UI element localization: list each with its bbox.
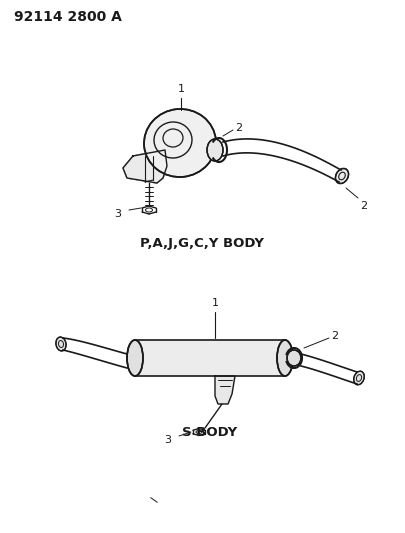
Polygon shape [123, 150, 167, 183]
Text: 2: 2 [360, 201, 367, 211]
Text: S BODY: S BODY [182, 426, 238, 440]
Ellipse shape [354, 371, 364, 385]
Text: 3: 3 [114, 209, 121, 219]
Text: 92114 2800 A: 92114 2800 A [14, 10, 122, 24]
Text: 2: 2 [331, 331, 338, 341]
Ellipse shape [144, 109, 216, 177]
Ellipse shape [287, 350, 301, 366]
Text: 1: 1 [211, 298, 219, 308]
Polygon shape [215, 376, 235, 404]
Ellipse shape [127, 340, 143, 376]
Ellipse shape [56, 337, 66, 351]
Text: 1: 1 [177, 84, 185, 94]
Text: 3: 3 [164, 435, 171, 445]
Ellipse shape [277, 340, 293, 376]
Text: P,A,J,G,C,Y BODY: P,A,J,G,C,Y BODY [140, 237, 264, 249]
FancyBboxPatch shape [135, 340, 285, 376]
Ellipse shape [207, 139, 223, 161]
Text: 2: 2 [235, 123, 242, 133]
Ellipse shape [335, 168, 349, 183]
